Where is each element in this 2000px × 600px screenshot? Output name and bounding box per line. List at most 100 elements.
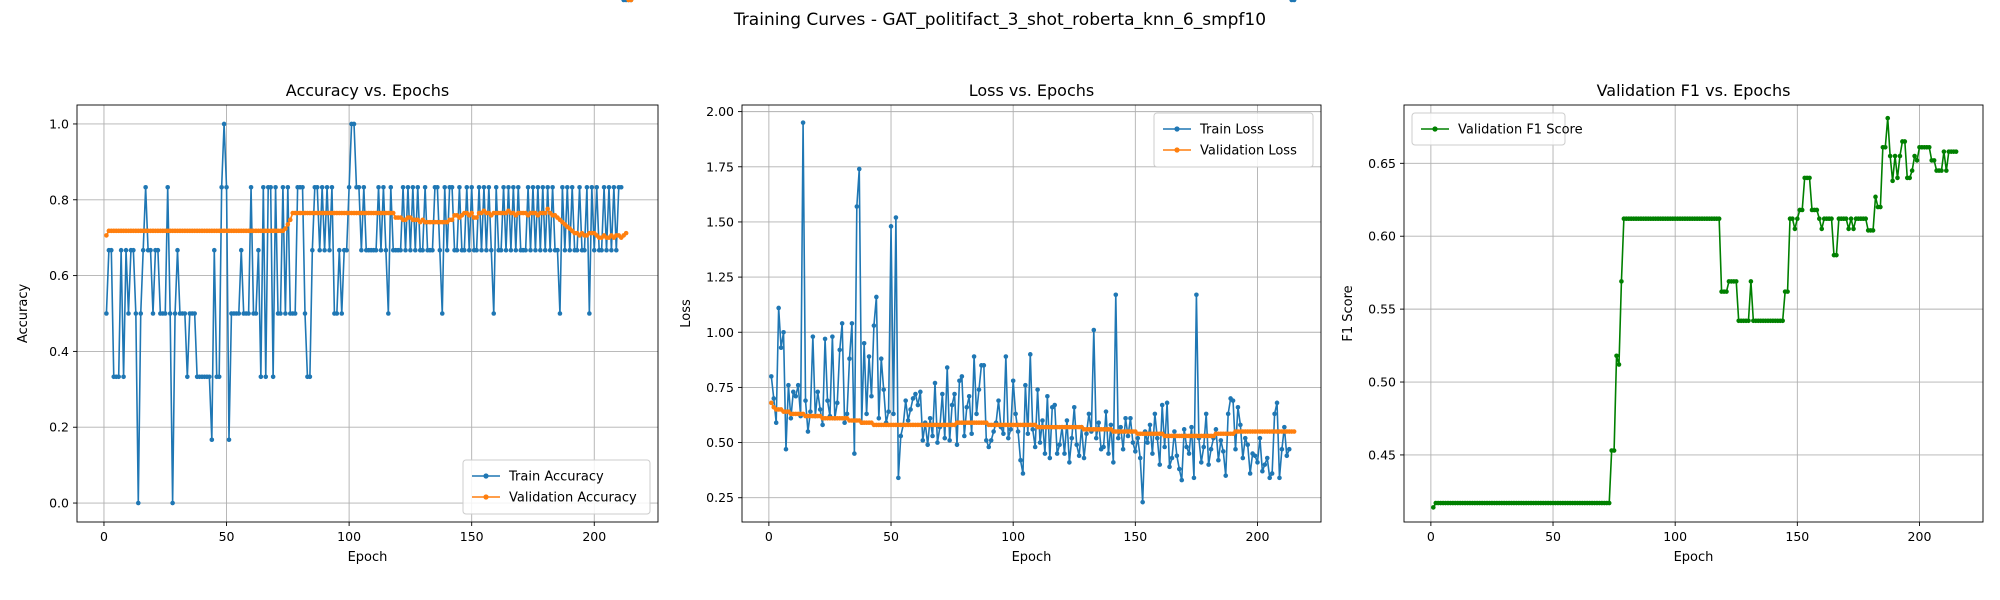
data-point — [140, 247, 146, 253]
x-tick-label: 100 — [337, 529, 361, 544]
data-point — [1198, 460, 1204, 465]
series-markers-1 — [1431, 115, 1959, 510]
data-point — [258, 374, 264, 380]
x-tick-label: 100 — [1001, 529, 1025, 544]
data-point — [1885, 115, 1891, 121]
data-point — [263, 374, 269, 380]
data-point — [825, 398, 830, 403]
data-point — [1748, 279, 1754, 284]
data-point — [1071, 404, 1077, 410]
data-point — [925, 442, 930, 448]
subplot-1: 0 50 100 150 200 0.0 0.2 0.4 0.6 0.8 1.0 Accuracy v… — [16, 0, 659, 565]
data-point — [1611, 448, 1617, 453]
data-point — [567, 247, 573, 253]
data-point — [1005, 435, 1011, 441]
subplot-title: Accuracy vs. Epochs — [286, 81, 449, 100]
data-point — [285, 222, 291, 227]
data-point — [1091, 327, 1097, 333]
data-point — [1619, 279, 1624, 284]
data-point — [1032, 444, 1038, 450]
data-point — [1795, 216, 1800, 222]
data-point — [1025, 431, 1031, 437]
y-tick-label: 1.50 — [706, 214, 734, 229]
data-point — [565, 184, 570, 190]
data-point — [1208, 446, 1214, 452]
data-point — [469, 184, 474, 190]
data-point — [469, 210, 474, 216]
data-point — [1873, 194, 1878, 200]
data-point — [1003, 354, 1009, 359]
data-point — [373, 247, 379, 253]
data-point — [167, 311, 173, 316]
data-point — [878, 356, 884, 362]
data-point — [1001, 431, 1006, 437]
series-markers-1 — [104, 0, 634, 506]
data-point — [209, 437, 215, 443]
data-point — [530, 184, 536, 190]
data-point — [1027, 352, 1033, 357]
y-axis-label: Accuracy — [16, 284, 31, 344]
data-point — [545, 184, 550, 190]
data-point — [376, 184, 381, 190]
data-point — [1108, 422, 1114, 428]
data-point — [927, 416, 933, 421]
data-point — [398, 247, 403, 253]
data-point — [133, 311, 139, 316]
data-point — [1882, 144, 1888, 150]
data-point — [808, 409, 813, 414]
data-point — [971, 354, 977, 359]
x-tick-label: 50 — [883, 529, 899, 544]
data-point — [569, 184, 575, 190]
data-point — [1167, 464, 1172, 470]
data-point — [491, 311, 497, 316]
data-point — [185, 374, 190, 380]
data-point — [815, 389, 821, 395]
data-point — [1169, 455, 1175, 461]
data-point — [1101, 444, 1106, 450]
data-point — [1137, 455, 1143, 461]
data-point — [842, 420, 847, 426]
data-point — [1277, 475, 1282, 481]
axes-frame — [76, 104, 659, 523]
data-point — [803, 398, 808, 403]
data-point — [839, 321, 845, 326]
data-point — [334, 311, 340, 316]
data-point — [594, 184, 600, 190]
data-point — [481, 184, 487, 190]
data-point — [769, 400, 774, 406]
data-point — [511, 184, 516, 190]
data-point — [300, 184, 305, 190]
data-point — [891, 411, 896, 417]
data-point — [337, 247, 342, 253]
data-point — [1057, 442, 1062, 448]
data-point — [207, 374, 212, 380]
data-point — [1245, 442, 1251, 448]
data-point — [1084, 431, 1089, 437]
data-point — [905, 418, 911, 423]
data-point — [1035, 387, 1040, 392]
data-point — [268, 184, 273, 190]
data-point — [1076, 453, 1082, 459]
data-point — [1264, 455, 1270, 461]
data-point — [773, 420, 779, 426]
data-point — [280, 184, 286, 190]
data-point — [1931, 158, 1937, 163]
data-point — [219, 184, 224, 190]
data-point — [109, 247, 114, 253]
y-tick-label: 0.2 — [49, 420, 69, 435]
y-tick-label: 0.0 — [49, 496, 69, 511]
data-point — [1081, 455, 1087, 461]
data-point — [135, 500, 141, 506]
legend-frame — [1153, 112, 1314, 168]
data-point — [1941, 149, 1947, 154]
data-point — [503, 247, 509, 253]
data-point — [126, 311, 131, 316]
data-point — [888, 224, 894, 229]
data-point — [383, 247, 389, 253]
x-tick-label: 200 — [1908, 529, 1932, 544]
data-point — [1096, 420, 1101, 426]
legend-label-1: Train Loss — [1199, 123, 1264, 138]
data-point — [261, 184, 266, 190]
x-axis-label: Epoch — [348, 550, 388, 565]
data-point — [466, 247, 472, 253]
